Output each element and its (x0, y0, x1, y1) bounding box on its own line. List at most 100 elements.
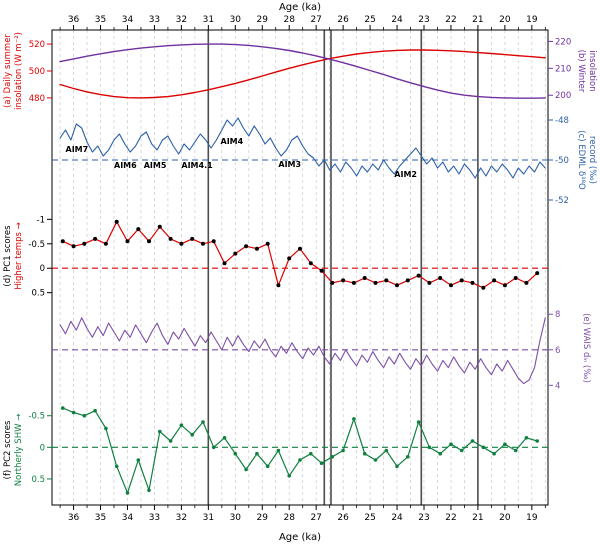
panel-f-label-line2: Northerly SHW → (14, 414, 24, 487)
plot-frame (51, 29, 549, 506)
pc2-scores-marker (168, 439, 173, 443)
pc1-scores-marker (405, 278, 410, 283)
pc1-scores-marker (60, 239, 65, 244)
pc1-scores-marker (373, 280, 378, 285)
pc2-scores-marker (201, 420, 205, 424)
pc2-scores-marker (384, 448, 389, 453)
pc2-scores-marker (276, 448, 281, 453)
pc1-y-tick-label: -0.5 (28, 240, 45, 250)
x-tick-label-bottom: 28 (283, 513, 295, 523)
pc1-scores-marker (449, 283, 453, 288)
pc2-scores-marker (93, 408, 97, 413)
pc2-scores-marker (125, 491, 130, 495)
x-tick-label-bottom: 19 (526, 513, 538, 523)
pc1-scores-marker (244, 244, 249, 249)
pc2-scores-marker (265, 464, 270, 469)
pc1-scores-marker (254, 246, 259, 251)
x-tick-label-bottom: 35 (95, 513, 106, 523)
edml-y-tick-label: -50 (555, 156, 569, 166)
panel-b-label-line2: insolation (587, 50, 597, 91)
pc1-scores-marker (147, 239, 151, 244)
pc2-scores-marker (341, 448, 345, 453)
pc1-scores-marker (416, 273, 421, 278)
x-tick-label-bottom: 34 (122, 513, 134, 523)
pc2-scores-marker (373, 458, 378, 462)
pc1-scores-marker (481, 285, 486, 290)
pc1-scores-marker (211, 239, 216, 244)
x-tick-label-bottom: 23 (418, 513, 429, 523)
x-tick-label-top: 33 (149, 15, 160, 25)
pc2-scores-marker (82, 413, 87, 418)
pc1-scores-marker (470, 280, 475, 285)
pc2-scores-marker (481, 445, 486, 450)
summer-insolation-line (59, 49, 546, 99)
wais-y-tick-label: 6 (555, 346, 560, 356)
insolation-y-tick-label: 210 (555, 64, 571, 74)
pc1-scores-marker (93, 236, 98, 241)
pc1-scores-marker (308, 261, 313, 266)
pc1-scores-marker (168, 236, 173, 241)
pc2-scores-marker (438, 451, 443, 456)
pc2-scores-marker (211, 445, 216, 450)
pc2-y-tick-label: -0.5 (28, 412, 45, 422)
x-tick-label-bottom: 30 (230, 513, 242, 523)
panel-f-label-line1: (f) PC2 scores (3, 420, 13, 479)
pc1-scores-marker (502, 283, 507, 288)
pc2-scores-marker (244, 467, 248, 472)
x-tick-label-bottom: 26 (337, 513, 349, 523)
annotations-layer: AIM7 AIM6 AIM5 AIM4.1 AIM4 AIM3 AIM2 (66, 137, 418, 179)
x-tick-label-top: 22 (445, 15, 456, 25)
x-tick-label-bottom: 22 (445, 513, 456, 523)
panel-a-label-line2: insolation (W m⁻²) (14, 32, 24, 110)
pc1-scores-marker (179, 241, 184, 246)
pc2-scores-marker (114, 464, 119, 469)
pc2-scores-marker (427, 445, 432, 450)
panel-a-label-line1: (a) Daily summer (3, 34, 13, 108)
x-tick-label-top: 24 (391, 15, 403, 25)
insolation-y-tick-label: 500 (29, 67, 45, 77)
winter-insolation-line (59, 43, 546, 99)
x-tick-label-top: 19 (526, 15, 538, 25)
pc2-scores-marker (287, 474, 292, 478)
x-tick-label-top: 31 (203, 15, 214, 25)
pc1-scores-marker (395, 283, 399, 288)
annotation-aim6: AIM6 (114, 161, 137, 170)
pc1-scores-marker (157, 224, 162, 229)
pc2-y-tick-label: 0.5 (31, 475, 45, 485)
pc1-scores-marker (459, 278, 464, 283)
pc1-scores-marker (190, 236, 195, 241)
pc1-scores-marker (351, 280, 356, 285)
pc2-y-tick-label: 0 (40, 443, 45, 453)
pc1-scores-marker (362, 276, 367, 280)
axes-layer: 36 36 35 35 34 34 33 33 32 32 31 31 30 30 29 29 28 28 27 27… (28, 15, 571, 523)
pc2-scores-marker (416, 420, 421, 424)
pc1-scores-marker (125, 239, 130, 244)
pc2-scores-marker (104, 426, 108, 431)
annotation-aim4: AIM4 (221, 137, 244, 146)
panel-d-label-line2: Higher temps → (14, 222, 24, 289)
pc1-scores-marker (82, 241, 87, 246)
pc2-scores-marker (179, 423, 184, 428)
pc1-y-tick-label: 0.5 (31, 289, 45, 299)
pc2-scores-line (62, 407, 538, 494)
event-lines-layer (207, 30, 479, 505)
pc1-scores-marker (319, 268, 324, 273)
insolation-y-tick-label: 480 (29, 94, 45, 104)
pc1-scores-marker (103, 241, 108, 246)
pc2-scores-marker (362, 451, 367, 456)
pc1-scores-marker (201, 241, 205, 246)
pc1-scores-marker (71, 244, 76, 249)
x-tick-label-top: 34 (122, 15, 134, 25)
x-tick-label-top: 20 (499, 15, 511, 25)
pc2-scores-marker (449, 442, 453, 447)
pc1-y-tick-label: -1 (37, 215, 45, 225)
pc1-scores-marker (524, 280, 529, 285)
pc1-scores-marker (222, 261, 227, 266)
pc2-scores-marker (503, 442, 507, 447)
pc2-scores-marker (406, 455, 410, 459)
wais-y-tick-label: 8 (555, 310, 560, 320)
insolation-y-tick-label: 200 (555, 91, 571, 101)
pc2-scores-marker (190, 432, 194, 437)
